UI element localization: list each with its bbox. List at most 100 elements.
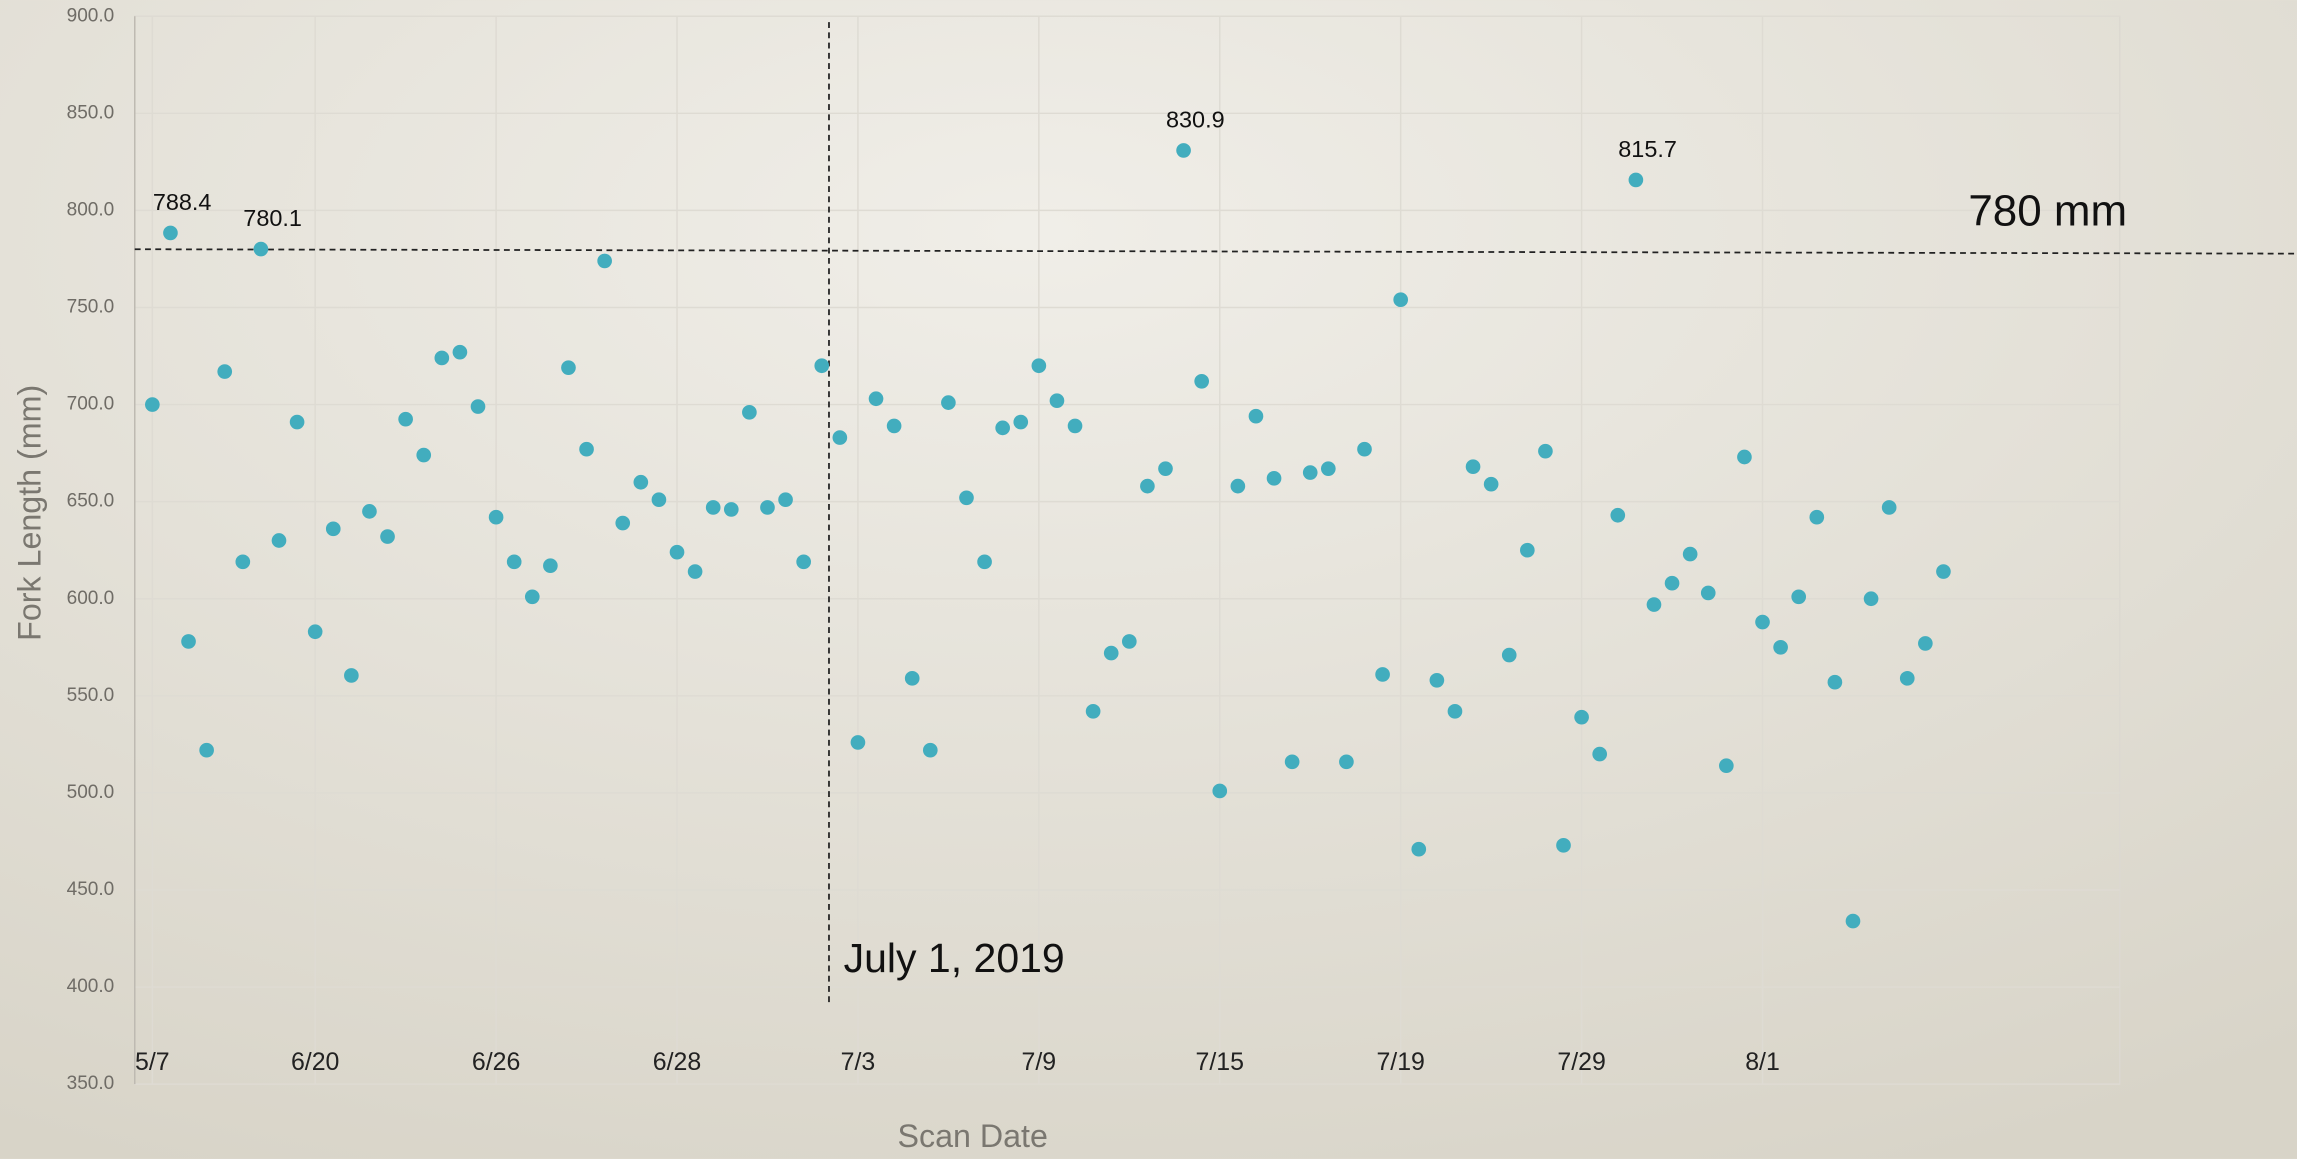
point — [217, 364, 233, 379]
point — [1755, 614, 1770, 630]
point — [1700, 585, 1716, 601]
point — [1320, 461, 1336, 476]
point — [452, 344, 468, 360]
reference-label: July 1, 2019 — [844, 935, 1065, 981]
point — [1538, 443, 1553, 459]
point — [488, 509, 504, 525]
x-tick-label: 6/20 — [291, 1048, 339, 1076]
point — [1556, 838, 1571, 853]
point — [597, 253, 612, 269]
reference-line — [134, 248, 2297, 255]
point — [1447, 704, 1463, 719]
x-tick-label: 7/19 — [1376, 1048, 1424, 1076]
point — [325, 521, 341, 537]
point — [1737, 449, 1752, 465]
point — [705, 500, 721, 515]
point — [1592, 746, 1608, 762]
point — [814, 358, 830, 374]
point — [1773, 639, 1788, 655]
point — [1103, 645, 1119, 661]
point — [995, 420, 1010, 436]
point — [1049, 393, 1065, 409]
x-tick-label: 8/1 — [1745, 1048, 1780, 1076]
point — [941, 395, 956, 410]
point — [1140, 478, 1155, 494]
point — [760, 500, 775, 515]
point — [1520, 542, 1535, 558]
point — [1248, 408, 1264, 424]
point — [687, 564, 703, 579]
y-tick-label: 900.0 — [67, 5, 115, 26]
x-tick-label: 7/29 — [1557, 1048, 1605, 1076]
y-tick-label: 400.0 — [67, 976, 115, 997]
point — [977, 554, 992, 570]
x-tick-label: 7/9 — [1022, 1048, 1057, 1076]
point — [1429, 672, 1445, 688]
point — [832, 430, 848, 445]
point — [669, 544, 685, 560]
data-label: 788.4 — [153, 189, 212, 215]
point — [307, 624, 323, 640]
point — [181, 634, 196, 649]
point — [1845, 913, 1861, 929]
point — [579, 441, 594, 457]
point — [633, 474, 649, 490]
point — [796, 554, 811, 570]
point — [1266, 471, 1282, 486]
x-tick-label: 5/7 — [135, 1048, 170, 1076]
point — [1067, 418, 1083, 434]
point — [253, 241, 269, 257]
point — [344, 668, 359, 683]
point — [1085, 704, 1101, 719]
point — [271, 533, 287, 548]
reference-label: 780 mm — [1968, 187, 2127, 236]
point — [1881, 500, 1897, 515]
point — [1375, 667, 1390, 682]
point — [1230, 478, 1246, 494]
x-tick-label: 7/15 — [1196, 1048, 1244, 1076]
y-tick-label: 850.0 — [67, 102, 115, 123]
point — [1501, 647, 1517, 663]
point — [1628, 172, 1644, 188]
y-tick-label: 350.0 — [67, 1073, 115, 1094]
point — [470, 399, 486, 414]
point — [235, 554, 251, 570]
point — [1284, 754, 1300, 770]
point — [1574, 709, 1589, 725]
point — [1791, 589, 1807, 605]
y-tick-label: 700.0 — [67, 394, 115, 415]
point — [416, 447, 432, 463]
point — [1212, 783, 1228, 799]
point — [1031, 358, 1047, 374]
data-label: 830.9 — [1166, 106, 1225, 132]
point — [1646, 597, 1662, 612]
point — [289, 414, 305, 430]
point — [742, 405, 757, 420]
point — [380, 529, 395, 544]
point — [543, 558, 558, 574]
point — [1483, 476, 1499, 492]
point — [1302, 465, 1318, 480]
point — [886, 418, 902, 434]
point — [1176, 143, 1191, 158]
point — [1121, 634, 1137, 649]
point — [524, 589, 540, 605]
y-tick-label: 600.0 — [67, 588, 115, 609]
point — [850, 735, 866, 750]
point — [868, 391, 884, 407]
point — [904, 671, 920, 686]
x-tick-label: 7/3 — [841, 1048, 876, 1076]
point — [1194, 373, 1210, 389]
point — [1393, 292, 1409, 308]
point — [506, 554, 522, 570]
point — [145, 397, 160, 412]
point — [398, 411, 413, 427]
point — [1719, 758, 1734, 774]
point — [1899, 671, 1915, 686]
point — [778, 492, 793, 508]
y-tick-label: 650.0 — [67, 491, 115, 512]
point — [1863, 591, 1879, 607]
